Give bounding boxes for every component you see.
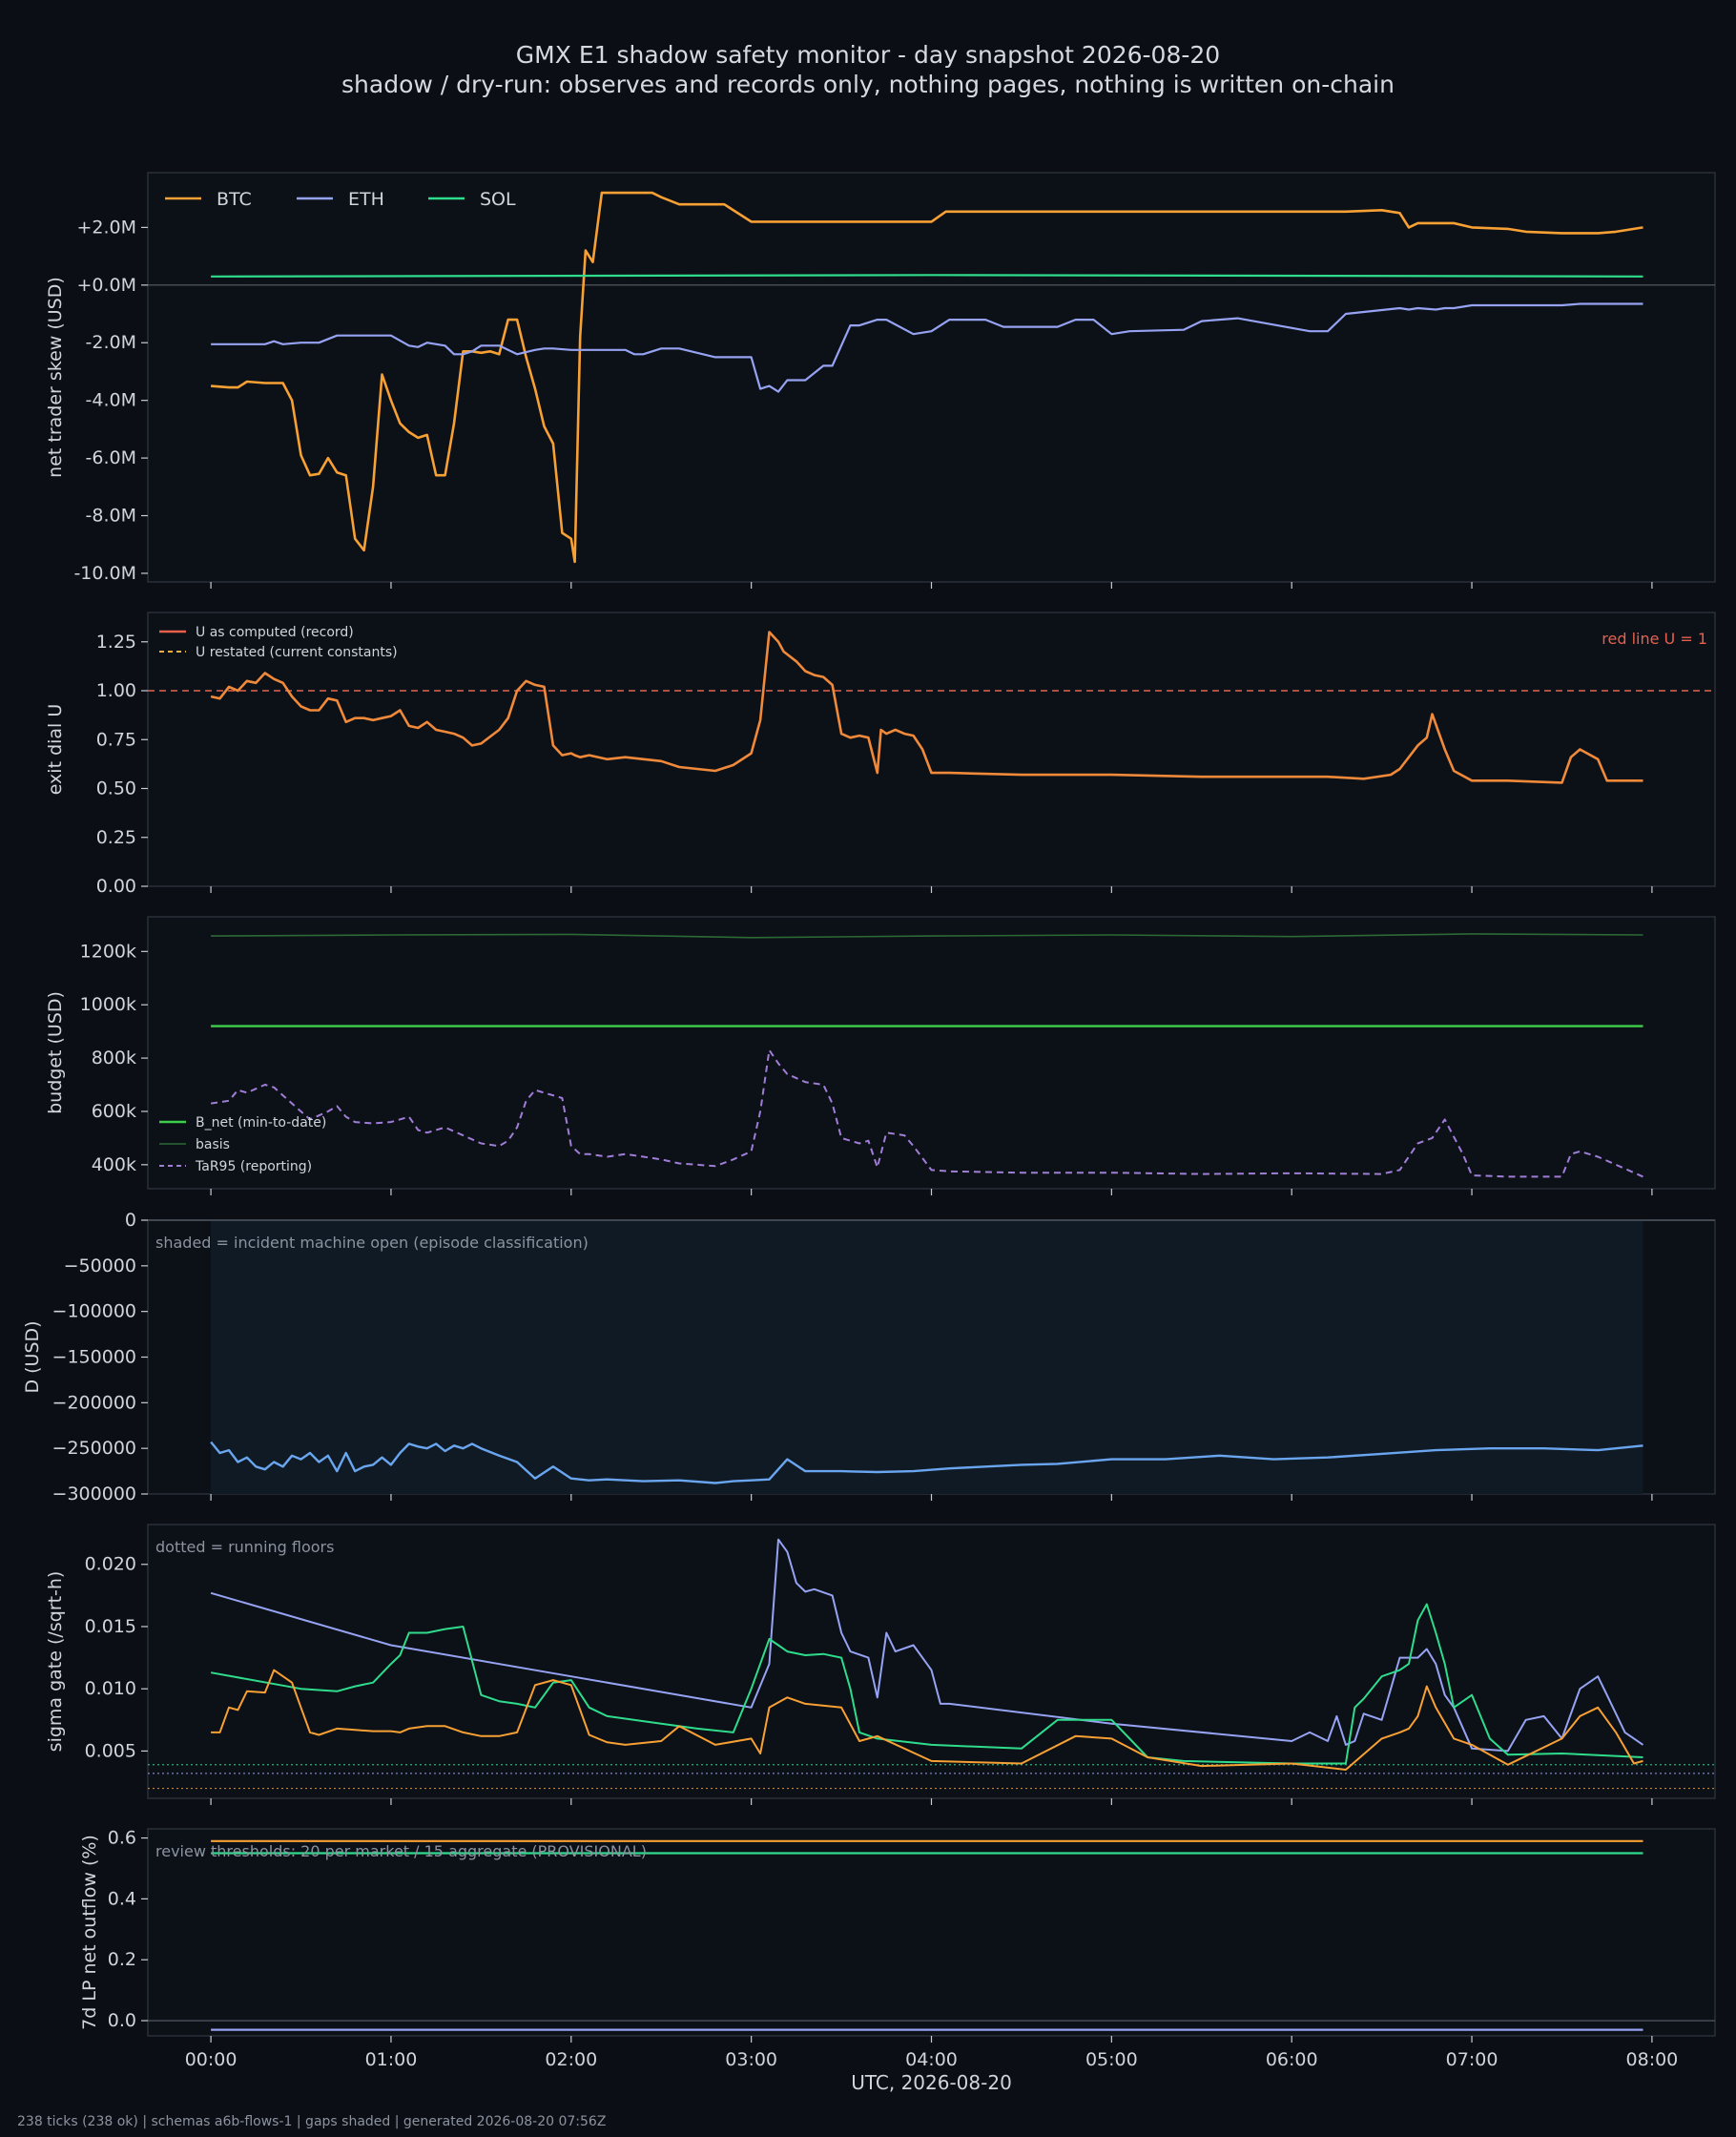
panel-frame (147, 1524, 1716, 1799)
y-tick-label: -10.0M (73, 563, 136, 584)
x-tick-label: 01:00 (365, 2049, 418, 2070)
x-tick-label: 07:00 (1446, 2049, 1498, 2070)
y-axis-label: budget (USD) (45, 991, 66, 1114)
x-tick-label: 05:00 (1085, 2049, 1138, 2070)
panel-frame (147, 1828, 1716, 2037)
panels: -10.0M -8.0M -6.0M -4.0M -2.0M +0.0M +2.0M net … (22, 172, 1716, 2094)
x-tick-label: 08:00 (1626, 2049, 1679, 2070)
legend-label: U restated (current constants) (196, 645, 398, 660)
panel-note: dotted = running floors (155, 1538, 334, 1556)
y-tick-label: -6.0M (86, 447, 136, 468)
y-tick-label: 0.75 (96, 729, 136, 750)
y-tick-label: 0.010 (85, 1678, 136, 1699)
shade-note: shaded = incident machine open (episode … (155, 1234, 589, 1252)
y-tick-label: 0.00 (96, 876, 136, 897)
x-tick-label: 04:00 (905, 2049, 958, 2070)
y-tick-label: -8.0M (86, 506, 136, 527)
y-tick-label: +0.0M (76, 275, 136, 296)
panel-note: review thresholds: 20 per market / 15 ag… (155, 1842, 647, 1860)
y-tick-label: 0.005 (85, 1740, 136, 1761)
panel-exit: red line U = 1 0.00 0.25 0.50 0.75 1.00 1.25 ex… (45, 612, 1716, 897)
y-axis-label: exit dial U (45, 704, 66, 796)
panel-drawdown: −300000 −250000 −200000 −150000 −100000 −5000… (22, 1210, 1716, 1504)
x-tick-label: 00:00 (185, 2049, 238, 2070)
y-tick-label: +2.0M (76, 217, 136, 238)
y-tick-label: -4.0M (86, 390, 136, 411)
y-tick-label: 0.0 (108, 2010, 136, 2031)
y-tick-label: 800k (92, 1048, 136, 1068)
series-line-tar95-reporting- (210, 1048, 1643, 1178)
legend-label: ETH (348, 189, 384, 210)
series-line-eth (211, 302, 1643, 393)
series-line-btc (210, 191, 1643, 564)
panel-sigma: 0.005 0.010 0.015 0.020 sigma gate (/sqrt-h)… (45, 1524, 1716, 1805)
series-line-exit (210, 631, 1643, 784)
y-axis-label: D (USD) (22, 1320, 43, 1393)
y-tick-label: 1.00 (96, 680, 136, 701)
series-line-basis (211, 933, 1643, 939)
y-tick-label: 0.25 (96, 827, 136, 848)
y-tick-label: −100000 (52, 1301, 136, 1322)
red-line-label: red line U = 1 (1602, 630, 1707, 648)
panel-lp: 0.0 0.2 0.4 0.6 00:00 01:00 02:00 03:00 04:00 05:… (79, 1828, 1716, 2070)
y-tick-label: 0.4 (108, 1888, 136, 1909)
y-tick-label: −150000 (52, 1347, 136, 1368)
series-line-sol (210, 1603, 1643, 1765)
y-tick-label: 0.2 (108, 1949, 136, 1970)
y-tick-label: 600k (92, 1101, 136, 1122)
panel-frame (147, 172, 1716, 583)
footer-status: 238 ticks (238 ok) | schemas a6b-flows-1… (17, 2114, 606, 2129)
legend-label: B_net (min-to-date) (196, 1115, 326, 1131)
y-tick-label: 400k (92, 1154, 136, 1175)
panel-budget: 400k 600k 800k 1000k 1200k budget (USD) B_net … (45, 916, 1716, 1195)
y-tick-label: 0.015 (85, 1616, 136, 1637)
panel-frame (147, 916, 1716, 1190)
chart-subtitle: shadow / dry-run: observes and records o… (341, 71, 1395, 98)
panel-frame (147, 612, 1716, 887)
y-tick-label: 0.6 (108, 1828, 136, 1849)
x-tick-label: 03:00 (725, 2049, 777, 2070)
incident-shade (211, 1220, 1643, 1494)
y-tick-label: 0.020 (85, 1554, 136, 1575)
x-axis-label: UTC, 2026-08-20 (851, 2071, 1012, 2094)
y-tick-label: -2.0M (86, 332, 136, 353)
legend-label: basis (196, 1137, 230, 1152)
y-tick-label: −300000 (52, 1483, 136, 1504)
series-line-eth (210, 1538, 1644, 1753)
y-tick-label: 1000k (80, 994, 136, 1015)
chart-title: GMX E1 shadow safety monitor - day snaps… (516, 41, 1220, 69)
series-line-sol (211, 274, 1643, 278)
y-tick-label: −200000 (52, 1392, 136, 1413)
x-tick-label: 02:00 (545, 2049, 597, 2070)
y-tick-label: 1.25 (96, 632, 136, 653)
series-line-drawdown (210, 1441, 1643, 1484)
y-tick-label: 0 (125, 1210, 136, 1231)
y-tick-label: 0.50 (96, 778, 136, 799)
legend-label: SOL (480, 189, 516, 210)
y-axis-label: 7d LP net outflow (%) (79, 1835, 100, 2030)
y-axis-label: sigma gate (/sqrt-h) (45, 1571, 66, 1753)
x-tick-label: 06:00 (1266, 2049, 1318, 2070)
y-tick-label: 1200k (80, 941, 136, 962)
y-tick-label: −250000 (52, 1438, 136, 1459)
series-line-btc (211, 1669, 1643, 1771)
panel-skew: -10.0M -8.0M -6.0M -4.0M -2.0M +0.0M +2.0M net … (45, 172, 1716, 589)
legend-label: BTC (217, 189, 252, 210)
legend-label: TaR95 (reporting) (195, 1159, 312, 1174)
legend-label: U as computed (record) (196, 625, 354, 640)
y-tick-label: −50000 (64, 1255, 136, 1276)
y-axis-label: net trader skew (USD) (45, 277, 66, 478)
